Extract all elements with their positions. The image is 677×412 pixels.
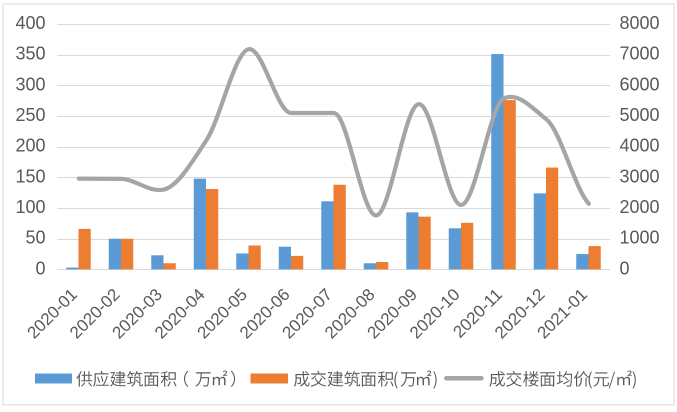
svg-text:4000: 4000 [620, 136, 660, 156]
svg-text:1000: 1000 [620, 228, 660, 248]
svg-text:350: 350 [15, 44, 45, 64]
svg-text:0: 0 [620, 258, 630, 278]
svg-text:0: 0 [35, 258, 45, 278]
svg-text:400: 400 [15, 13, 45, 33]
svg-text:3000: 3000 [620, 166, 660, 186]
svg-text:200: 200 [15, 136, 45, 156]
svg-text:100: 100 [15, 197, 45, 217]
svg-text:50: 50 [25, 228, 45, 248]
svg-text:5000: 5000 [620, 105, 660, 125]
svg-text:150: 150 [15, 166, 45, 186]
svg-text:8000: 8000 [620, 13, 660, 33]
svg-text:7000: 7000 [620, 44, 660, 64]
svg-text:2000: 2000 [620, 197, 660, 217]
svg-text:6000: 6000 [620, 74, 660, 94]
svg-text:250: 250 [15, 105, 45, 125]
svg-text:300: 300 [15, 74, 45, 94]
